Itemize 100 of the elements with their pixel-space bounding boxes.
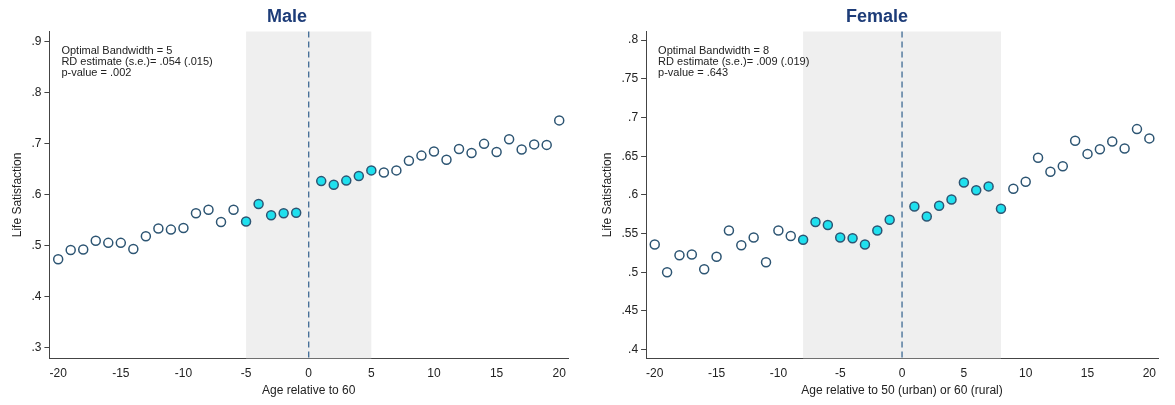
point (253, 198, 264, 210)
x-tick-label: -10 (769, 365, 788, 380)
point (441, 154, 452, 165)
point (674, 250, 685, 261)
annotation: RD estimate (s.e.)= .054 (.015) (61, 55, 213, 68)
y-axis-title: Life Satisfaction (9, 152, 24, 238)
x-tick-label: -20 (646, 365, 664, 380)
point (773, 225, 784, 236)
point (416, 150, 427, 161)
x-tick-label: -10 (174, 365, 193, 380)
point (353, 170, 365, 182)
point (503, 134, 515, 145)
point (847, 232, 858, 244)
y-tick-label: .75 (621, 71, 639, 86)
x-axis-title: Age relative to 50 (urban) or 60 (rural) (801, 383, 1003, 398)
x-tick-label: 0 (305, 365, 313, 380)
point (649, 239, 660, 250)
point (1020, 176, 1031, 187)
point (403, 155, 415, 166)
point (265, 210, 277, 221)
point (378, 167, 390, 178)
point (466, 147, 477, 159)
x-tick-label: 10 (1019, 365, 1033, 380)
point (491, 146, 502, 158)
y-tick-label: .6 (628, 187, 639, 202)
point (366, 165, 377, 176)
point (983, 181, 994, 192)
point (428, 146, 440, 157)
y-tick-label: .55 (621, 225, 639, 240)
y-tick-label: .4 (31, 289, 42, 304)
point (228, 204, 239, 215)
y-tick-label: .4 (628, 342, 639, 356)
point (1008, 183, 1019, 194)
y-axis-title: Life Satisfaction (599, 152, 614, 238)
point (541, 139, 552, 151)
point (153, 223, 164, 234)
point (661, 267, 673, 278)
y-tick-label: .6 (31, 187, 42, 202)
x-tick-label: -20 (49, 365, 68, 380)
y-tick-label: .9 (31, 34, 42, 49)
x-tick-label: 20 (1142, 365, 1157, 380)
point (834, 232, 846, 243)
y-tick-label: .5 (628, 264, 639, 279)
point (77, 244, 89, 255)
point (760, 256, 772, 268)
point (553, 115, 565, 126)
y-tick-label: .5 (31, 238, 42, 253)
y-tick-label: .8 (31, 85, 42, 100)
point (711, 251, 722, 263)
point (736, 239, 747, 251)
point (178, 222, 189, 234)
x-tick-label: 0 (898, 365, 906, 380)
point (115, 237, 127, 249)
point (341, 175, 352, 186)
point (103, 237, 114, 249)
chart-title: Male (266, 5, 308, 26)
x-tick-label: -15 (707, 365, 726, 380)
point (970, 185, 982, 196)
x-tick-label: 15 (489, 365, 504, 380)
annotation: RD estimate (s.e.)= .009 (.019) (658, 55, 810, 68)
point (528, 139, 540, 150)
x-tick-label: 5 (367, 365, 375, 380)
point (1119, 143, 1130, 154)
annotation: Optimal Bandwidth = 8 (658, 44, 770, 57)
x-tick-label: -5 (240, 365, 252, 380)
point (723, 225, 735, 236)
point (391, 165, 402, 176)
point (1057, 161, 1069, 172)
point (290, 207, 302, 219)
point (884, 214, 895, 225)
x-tick-label: -15 (112, 365, 130, 380)
y-tick-label: .3 (31, 340, 42, 355)
point (785, 230, 796, 242)
point (1082, 148, 1093, 160)
point (1032, 152, 1044, 163)
y-tick-label: .8 (628, 32, 639, 47)
x-tick-label: 20 (552, 365, 567, 380)
point (1069, 135, 1081, 146)
chart-title: Female (845, 5, 909, 26)
point (328, 179, 340, 190)
point (65, 244, 76, 256)
point (52, 253, 64, 265)
point (859, 239, 871, 250)
point (748, 232, 759, 243)
point (1094, 143, 1106, 155)
point (921, 211, 933, 222)
point (516, 144, 527, 155)
point (933, 200, 945, 211)
y-tick-label: .7 (31, 136, 42, 151)
point (165, 224, 177, 235)
y-tick-label: .65 (621, 148, 639, 163)
point (946, 194, 957, 205)
point (1107, 136, 1118, 147)
annotation: p-value = .643 (658, 66, 729, 79)
point (453, 143, 465, 155)
annotation: p-value = .002 (61, 66, 132, 79)
point (822, 219, 834, 231)
point (278, 208, 289, 219)
point (909, 201, 920, 212)
y-tick-label: .7 (628, 109, 639, 124)
